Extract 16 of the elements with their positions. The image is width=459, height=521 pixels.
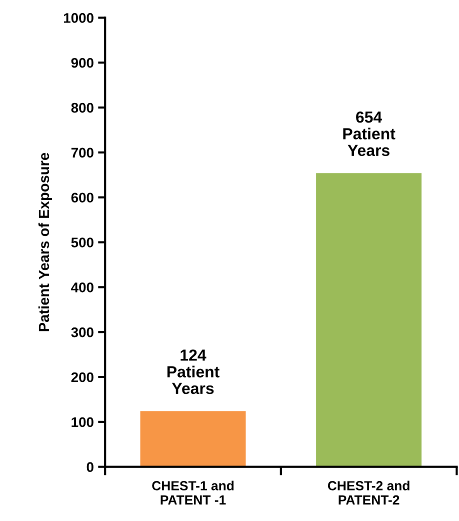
y-tick-label: 1000 [64,13,94,23]
data-label: 654 Patient Years [343,111,396,156]
y-tick-label: 200 [71,372,94,382]
x-tick-label: CHEST-1 and PATENT -1 [152,480,234,504]
y-axis-title: Patient Years of Exposure [38,152,52,332]
x-tick-label: CHEST-2 and PATENT-2 [328,480,410,504]
y-tick-label: 800 [71,102,94,113]
y-tick-label: 300 [71,327,94,338]
y-tick-label: 400 [71,282,94,292]
y-tick-label: 700 [71,148,94,158]
data-label: 124 Patient Years [167,350,220,394]
y-tick-label: 600 [71,192,94,203]
y-tick-label: 100 [72,417,94,428]
y-tick-label: 0 [86,462,94,472]
y-tick-label: 500 [71,238,94,248]
y-tick-label: 900 [71,58,94,68]
